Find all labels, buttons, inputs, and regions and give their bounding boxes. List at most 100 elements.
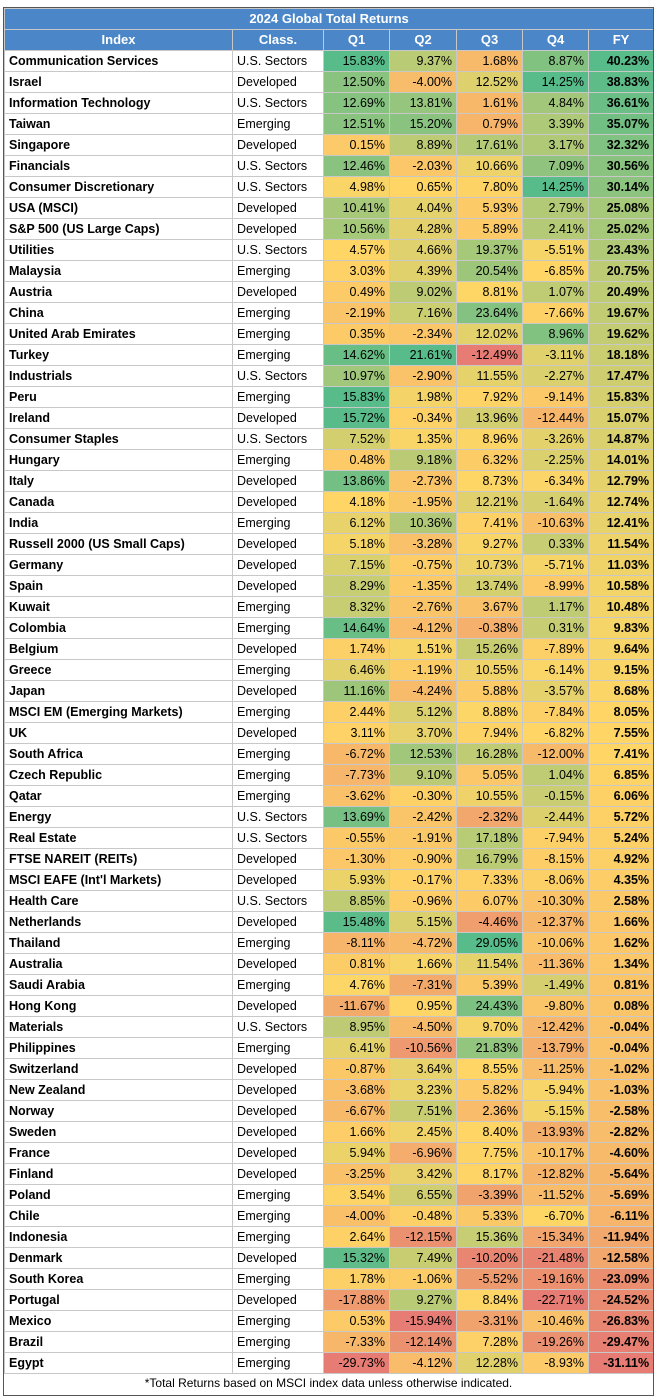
return-cell: 0.15% [323, 134, 390, 156]
return-cell: 4.84% [522, 92, 589, 114]
table-row: Czech Republic Emerging -7.73% 9.10% 5.05% 1.… [4, 764, 655, 786]
return-cell: -7.31% [389, 974, 457, 996]
table-row: Chile Emerging -4.00% -0.48% 5.33% -6.70% -6.1… [4, 1205, 655, 1227]
return-cell: -6.72% [323, 743, 390, 765]
return-cell: -0.55% [323, 827, 390, 849]
class-cell: Emerging [232, 1268, 324, 1290]
return-cell: -21.48% [522, 1247, 589, 1269]
return-cell: -23.09% [587, 1268, 655, 1290]
class-cell: Developed [232, 470, 324, 492]
return-cell: -10.56% [389, 1037, 457, 1059]
return-cell: -1.06% [389, 1268, 457, 1290]
return-cell: 15.32% [323, 1247, 390, 1269]
return-cell: -5.64% [587, 1163, 655, 1185]
table-row: Austria Developed 0.49% 9.02% 8.81% 1.07% 20.4… [4, 281, 655, 303]
return-cell: -10.20% [456, 1247, 523, 1269]
class-cell: Developed [232, 1079, 324, 1101]
return-cell: 4.66% [389, 239, 457, 261]
table-row: S&P 500 (US Large Caps) Developed 10.56% 4.… [4, 218, 655, 240]
return-cell: -7.89% [522, 638, 589, 660]
class-cell: Emerging [232, 617, 324, 639]
return-cell: -2.76% [389, 596, 457, 618]
return-cell: -13.93% [522, 1121, 589, 1143]
return-cell: 20.49% [587, 281, 655, 303]
table-row: Poland Emerging 3.54% 6.55% -3.39% -11.52% -5.… [4, 1184, 655, 1206]
return-cell: -7.94% [522, 827, 589, 849]
class-cell: Emerging [232, 701, 324, 723]
return-cell: -2.42% [389, 806, 457, 828]
return-cell: 13.74% [456, 575, 523, 597]
return-cell: 1.61% [456, 92, 523, 114]
return-cell: -6.34% [522, 470, 589, 492]
return-cell: -12.37% [522, 911, 589, 933]
return-cell: 12.53% [389, 743, 457, 765]
return-cell: -8.15% [522, 848, 589, 870]
index-cell: S&P 500 (US Large Caps) [4, 218, 233, 240]
return-cell: 4.18% [323, 491, 390, 513]
class-cell: Developed [232, 680, 324, 702]
return-cell: -2.73% [389, 470, 457, 492]
return-cell: 9.27% [456, 533, 523, 555]
class-cell: Emerging [232, 344, 324, 366]
return-cell: -0.04% [587, 1016, 655, 1038]
return-cell: -2.27% [522, 365, 589, 387]
return-cell: 8.89% [389, 134, 457, 156]
return-cell: -2.19% [323, 302, 390, 324]
return-cell: 1.68% [456, 50, 523, 72]
index-cell: Communication Services [4, 50, 233, 72]
return-cell: -10.06% [522, 932, 589, 954]
return-cell: 35.07% [587, 113, 655, 135]
class-cell: Emerging [232, 659, 324, 681]
table-row: Australia Developed 0.81% 1.66% 11.54% -11.36… [4, 953, 655, 975]
return-cell: 6.85% [587, 764, 655, 786]
index-cell: MSCI EM (Emerging Markets) [4, 701, 233, 723]
return-cell: -12.49% [456, 344, 523, 366]
return-cell: -8.06% [522, 869, 589, 891]
return-cell: 5.82% [456, 1079, 523, 1101]
return-cell: 15.36% [456, 1226, 523, 1248]
return-cell: -1.49% [522, 974, 589, 996]
return-cell: 2.44% [323, 701, 390, 723]
return-cell: 11.16% [323, 680, 390, 702]
index-cell: Netherlands [4, 911, 233, 933]
return-cell: -7.66% [522, 302, 589, 324]
return-cell: -4.12% [389, 1352, 457, 1374]
return-cell: 3.39% [522, 113, 589, 135]
return-cell: 4.35% [587, 869, 655, 891]
table-row: Consumer Staples U.S. Sectors 7.52% 1.35% 8.… [4, 428, 655, 450]
return-cell: 8.68% [587, 680, 655, 702]
table-row: Taiwan Emerging 12.51% 15.20% 0.79% 3.39% 35.0… [4, 113, 655, 135]
return-cell: -12.44% [522, 407, 589, 429]
class-cell: Developed [232, 554, 324, 576]
return-cell: -1.35% [389, 575, 457, 597]
table-row: Qatar Emerging -3.62% -0.30% 10.55% -0.15% 6.0… [4, 785, 655, 807]
return-cell: -9.14% [522, 386, 589, 408]
return-cell: 5.93% [456, 197, 523, 219]
index-cell: Egypt [4, 1352, 233, 1374]
return-cell: 11.54% [587, 533, 655, 555]
return-cell: -11.36% [522, 953, 589, 975]
return-cell: -4.24% [389, 680, 457, 702]
return-cell: 7.80% [456, 176, 523, 198]
column-header: Q4 [522, 29, 589, 51]
return-cell: 4.39% [389, 260, 457, 282]
class-cell: Developed [232, 575, 324, 597]
return-cell: 7.52% [323, 428, 390, 450]
return-cell: -4.00% [389, 71, 457, 93]
class-cell: Emerging [232, 1205, 324, 1227]
return-cell: 1.98% [389, 386, 457, 408]
class-cell: Developed [232, 953, 324, 975]
return-cell: 8.96% [456, 428, 523, 450]
table-row: Utilities U.S. Sectors 4.57% 4.66% 19.37% -5.… [4, 239, 655, 261]
return-cell: -0.15% [522, 785, 589, 807]
class-cell: Developed [232, 533, 324, 555]
return-cell: 10.48% [587, 596, 655, 618]
return-cell: 15.83% [587, 386, 655, 408]
return-cell: -12.00% [522, 743, 589, 765]
class-cell: U.S. Sectors [232, 92, 324, 114]
return-cell: -11.94% [587, 1226, 655, 1248]
index-cell: Hong Kong [4, 995, 233, 1017]
class-cell: U.S. Sectors [232, 890, 324, 912]
class-cell: Emerging [232, 1331, 324, 1353]
return-cell: -6.67% [323, 1100, 390, 1122]
